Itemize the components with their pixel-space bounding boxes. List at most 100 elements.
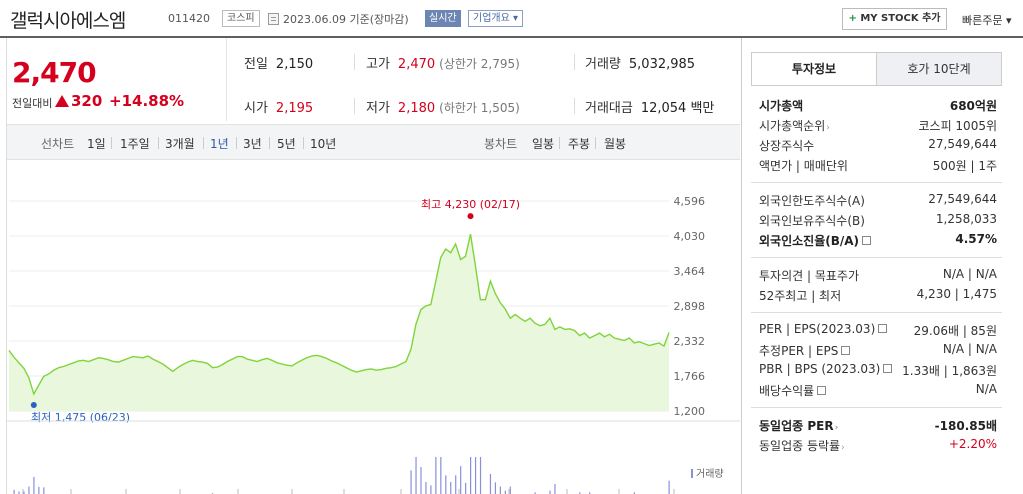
high-label: 고가	[366, 57, 390, 72]
sector-per-label: 동일업종 PER	[759, 419, 834, 433]
pbr-row: PBR | BPS (2023.03) 1.33배 | 1,863원	[759, 362, 997, 380]
volume-bar	[474, 457, 477, 494]
add-my-stock-button[interactable]: + MY STOCK 추가	[842, 8, 947, 30]
high-marker	[467, 213, 474, 220]
divider	[354, 54, 355, 70]
price-chart[interactable]: 4,596 4,030 3,464 2,898 2,332 1,766 1,200 최고 4,…	[7, 163, 740, 494]
divider	[751, 257, 1002, 258]
help-icon[interactable]	[878, 324, 888, 333]
caret-right-icon[interactable]: ›	[826, 123, 830, 133]
shares-value: 27,549,644	[928, 137, 997, 151]
caret-right-icon[interactable]: ›	[834, 423, 839, 433]
period-3m[interactable]: 3개월	[165, 137, 195, 151]
divider	[751, 312, 1002, 313]
divider	[574, 54, 575, 70]
sector-rate-value: +2.20%	[948, 437, 997, 451]
divider	[595, 137, 596, 149]
caret-right-icon[interactable]: ›	[841, 443, 845, 453]
tab-orderbook[interactable]: 호가 10단계	[876, 52, 1002, 86]
y-tick-label: 4,596	[674, 195, 706, 208]
volume-bar	[455, 475, 457, 494]
candle-monthly[interactable]: 월봉	[604, 137, 627, 151]
volume-bar	[440, 457, 442, 494]
header: 갤럭시아에스엠 011420 코스피 2023.06.09 기준(장마감) 실시…	[0, 0, 1023, 38]
dividend-label: 배당수익률	[759, 384, 815, 398]
volume-bar	[33, 476, 35, 494]
foreign-limit-value: 27,549,644	[928, 192, 997, 206]
foreign-own-row: 외국인보유주식수(B) 1,258,033	[759, 212, 997, 230]
volume-bar	[450, 482, 452, 494]
foreign-ratio-row: 외국인소진율(B/A) 4.57%	[759, 232, 997, 250]
volume-bar	[28, 486, 30, 494]
sector-per-row: 동일업종 PER› -180.85배	[759, 417, 997, 435]
cap-rank-label: 시가총액순위	[759, 119, 826, 133]
price-area	[9, 234, 669, 411]
divider	[574, 98, 575, 114]
prev-close-label: 전일	[244, 57, 268, 72]
period-1y[interactable]: 1년	[210, 137, 229, 151]
help-icon[interactable]	[817, 386, 827, 395]
quick-order-dropdown[interactable]: 빠른주문 ▾	[962, 14, 1012, 27]
foreign-own-value: 1,258,033	[935, 212, 997, 226]
volume-bar	[509, 486, 511, 494]
y-tick-label: 2,898	[674, 300, 706, 313]
divider	[236, 137, 237, 149]
sector-rate-label: 동일업종 등락률	[759, 439, 841, 453]
low-price: 저가 2,180 (하한가 1,505)	[366, 97, 520, 116]
par-value: 500원 | 1주	[932, 159, 997, 173]
foreign-own-label: 외국인보유주식수(B)	[759, 214, 865, 228]
y-tick-label: 3,464	[674, 265, 706, 278]
divider	[751, 182, 1002, 183]
cap-rank-row: 시가총액순위› 코스피 1005위	[759, 117, 997, 135]
volume-bar	[499, 486, 501, 494]
high-price: 고가 2,470 (상한가 2,795)	[366, 53, 520, 72]
price-chart-svg: 4,596 4,030 3,464 2,898 2,332 1,766 1,200 최고 4,…	[7, 195, 740, 494]
help-icon[interactable]	[883, 364, 893, 373]
info-panel: 호가 10단계 투자정보 시가총액 680억원 시가총액순위› 코스피 1005…	[741, 38, 1023, 494]
help-icon[interactable]	[862, 236, 872, 245]
trade-amount: 거래대금 12,054 백만	[585, 97, 714, 116]
tab-invest-info[interactable]: 투자정보	[751, 52, 877, 86]
volume-legend-icon	[691, 469, 693, 478]
candle-daily[interactable]: 일봉	[532, 137, 555, 151]
market-cap-value: 680억원	[949, 99, 997, 113]
current-price: 2,470	[12, 56, 97, 89]
divider	[111, 137, 112, 149]
stock-code: 011420	[168, 12, 210, 25]
volume-label: 거래량	[585, 57, 621, 72]
period-1w[interactable]: 1주일	[120, 137, 150, 151]
low-annotation: 최저 1,475 (06/23)	[31, 411, 130, 424]
quote-panel: 2,470 전일대비 320 +14.88% 전일 2,150 고가 2,470 (상…	[6, 38, 740, 494]
opinion-label: 투자의견 | 목표주가	[759, 269, 859, 283]
pbr-label: PBR | BPS (2023.03)	[759, 362, 881, 376]
help-icon[interactable]	[841, 346, 851, 355]
plus-icon: +	[848, 13, 857, 24]
est-per-value: N/A | N/A	[942, 342, 997, 356]
period-5y[interactable]: 5년	[277, 137, 296, 151]
divider	[158, 137, 159, 149]
company-overview-dropdown[interactable]: 기업개요 ▾	[468, 10, 523, 27]
invest-info: 시가총액 680억원 시가총액순위› 코스피 1005위 상장주식수 27,54…	[751, 85, 1002, 494]
foreign-limit-row: 외국인한도주식수(A) 27,549,644	[759, 192, 997, 210]
shares-label: 상장주식수	[759, 139, 815, 153]
candle-weekly[interactable]: 주봉	[568, 137, 591, 151]
period-3y[interactable]: 3년	[243, 137, 262, 151]
dividend-value: N/A	[975, 382, 997, 396]
foreign-limit-label: 외국인한도주식수(A)	[759, 194, 865, 208]
amount-value: 12,054 백만	[640, 101, 715, 116]
cap-rank-value: 코스피 1005위	[918, 119, 997, 133]
period-10y[interactable]: 10년	[310, 137, 337, 151]
volume-bar	[43, 487, 45, 494]
volume-bar	[13, 489, 15, 494]
par-label: 액면가 | 매매단위	[759, 159, 848, 173]
company-name[interactable]: 갤럭시아에스엠	[10, 10, 126, 32]
price-box: 2,470 전일대비 320 +14.88%	[7, 38, 227, 121]
period-1d[interactable]: 1일	[87, 137, 106, 151]
price-line	[8, 233, 670, 396]
volume-bar	[494, 482, 497, 494]
realtime-button[interactable]: 실시간	[425, 10, 461, 27]
divider	[203, 137, 204, 149]
volume-bar	[479, 457, 482, 494]
high-annotation: 최고 4,230 (02/17)	[421, 198, 520, 211]
volume-bar	[420, 467, 422, 494]
